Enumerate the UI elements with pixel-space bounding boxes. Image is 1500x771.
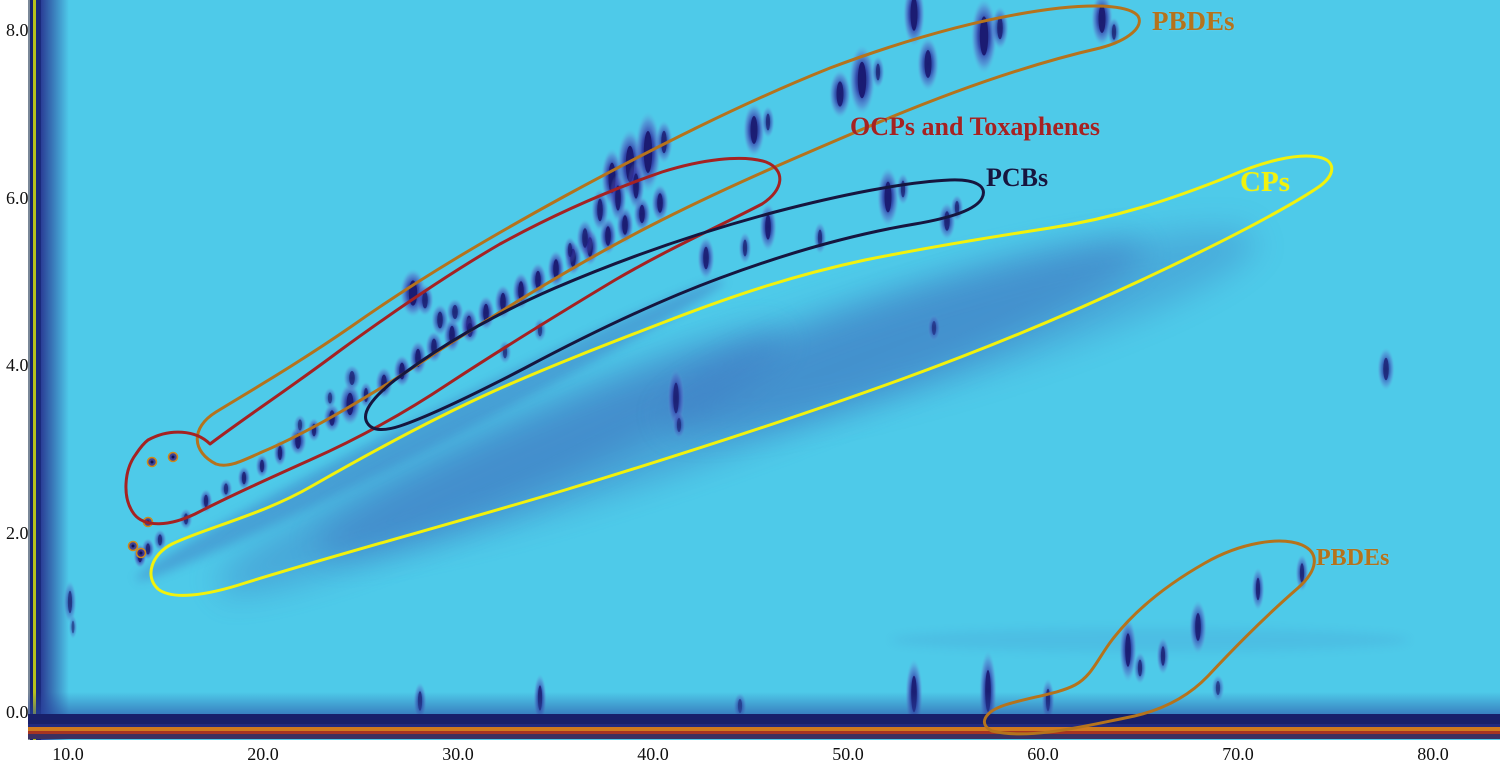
left-axis-band — [28, 0, 69, 740]
peak-core — [633, 173, 639, 199]
peak-core — [582, 228, 588, 248]
peak-core — [979, 16, 989, 56]
peak-core — [622, 215, 628, 235]
x-tick-label: 30.0 — [442, 744, 474, 764]
peak-core — [703, 246, 709, 270]
x-tick-label: 20.0 — [247, 744, 279, 764]
peak-core — [742, 239, 748, 257]
peak-core — [1160, 646, 1166, 666]
ringed-peak-core — [131, 544, 135, 548]
peak-core — [1255, 577, 1261, 601]
peak-core — [944, 211, 950, 231]
peak-core — [817, 229, 823, 247]
peak-core — [500, 292, 506, 312]
baseline-band — [28, 692, 1500, 739]
peak-core — [145, 543, 151, 555]
peak-core — [924, 50, 932, 78]
peak-core — [605, 226, 611, 246]
peak-core — [518, 281, 524, 301]
smear-blob — [663, 228, 1257, 432]
region-outline-pcbs — [364, 178, 985, 431]
peak-core — [765, 214, 771, 240]
region-outline-ocps-toxaphenes — [124, 156, 782, 526]
region-label-pbdes-bottom: PBDEs — [1316, 545, 1390, 571]
x-tick-label: 70.0 — [1222, 744, 1254, 764]
ringed-peak-core — [150, 460, 154, 464]
peak-core — [437, 311, 443, 329]
x-tick-label: 80.0 — [1417, 744, 1449, 764]
peak-core — [297, 419, 303, 431]
x-tick-label: 10.0 — [52, 744, 84, 764]
peak-core — [954, 201, 960, 215]
peak-core — [277, 446, 283, 460]
x-tick-label: 40.0 — [637, 744, 669, 764]
region-outlines — [124, 4, 1334, 736]
peak-core — [1215, 681, 1221, 695]
peak-core — [1137, 659, 1143, 677]
peak-core — [1383, 357, 1389, 381]
ringed-peak-core — [171, 455, 175, 459]
region-label-pcbs: PCBs — [986, 163, 1049, 192]
ringed-peak-core — [139, 551, 143, 555]
peak-core — [349, 371, 355, 385]
region-label-cps: CPs — [1240, 166, 1290, 198]
y-tick-label: 6.0 — [6, 188, 29, 208]
y-tick-label: 0.0 — [6, 702, 29, 722]
peak-core — [639, 204, 645, 224]
peak-core — [875, 63, 881, 81]
peak-core — [1111, 24, 1117, 40]
peak-core — [836, 81, 844, 107]
peak-core — [910, 0, 918, 31]
peak-core — [1195, 613, 1201, 641]
region-label-ocps-toxaphenes: OCPs and Toxaphenes — [850, 112, 1100, 141]
peak-core — [71, 620, 75, 634]
region-outline-cps — [149, 154, 1334, 597]
peak-core — [931, 321, 937, 335]
peak-core — [1125, 633, 1131, 667]
peak-core — [422, 291, 428, 309]
peak-core — [67, 590, 73, 614]
peak-core — [884, 181, 892, 213]
peak-core — [615, 185, 621, 211]
y-tick-label: 4.0 — [6, 355, 29, 375]
peak-core — [535, 270, 541, 290]
y-tick-label: 2.0 — [6, 523, 29, 543]
y-tick-label: 8.0 — [6, 20, 29, 40]
peak-core — [223, 483, 229, 495]
smear-blob — [216, 330, 784, 594]
peak-core — [241, 471, 247, 485]
x-tick-label: 50.0 — [832, 744, 864, 764]
peak-core — [1299, 563, 1305, 583]
peak-core — [346, 392, 354, 416]
region-outline-pbdes-bottom — [982, 539, 1316, 736]
peak-core — [483, 303, 489, 323]
peak-core — [673, 382, 679, 414]
peak-core — [857, 61, 867, 99]
peak-core — [657, 193, 663, 213]
peak-core — [750, 116, 758, 144]
peak-core — [567, 243, 573, 257]
peak-core — [597, 198, 603, 222]
peak-core — [1098, 5, 1106, 33]
smear-blob — [890, 628, 1410, 652]
x-tick-label: 60.0 — [1027, 744, 1059, 764]
peak-core — [997, 16, 1003, 40]
peak-core — [327, 392, 333, 404]
peak-core — [203, 494, 209, 508]
peak-core — [452, 305, 458, 319]
peak-core — [661, 130, 667, 154]
peak-core — [676, 418, 682, 432]
peak-core — [259, 459, 265, 473]
peak-core — [157, 534, 163, 546]
peak-core — [765, 113, 771, 131]
peak-core — [553, 259, 559, 279]
region-label-pbdes-top: PBDEs — [1152, 6, 1235, 36]
peaks-layer — [63, 0, 1395, 732]
